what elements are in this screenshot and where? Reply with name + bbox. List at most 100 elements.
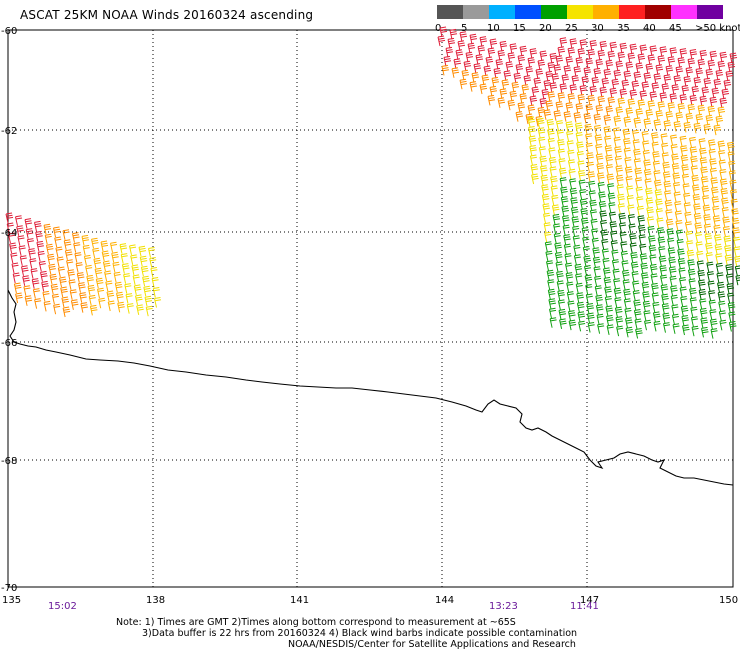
wind-barb bbox=[646, 110, 653, 120]
wind-barb bbox=[718, 141, 725, 151]
wind-barb bbox=[658, 228, 665, 238]
wind-barb bbox=[50, 274, 57, 284]
wind-barb bbox=[668, 238, 675, 248]
wind-barb bbox=[548, 289, 555, 299]
wind-barb bbox=[718, 292, 725, 302]
colorbar-label: 10 bbox=[487, 23, 500, 34]
wind-barb bbox=[506, 62, 513, 72]
wind-barb bbox=[498, 98, 505, 108]
wind-barb bbox=[530, 155, 537, 165]
wind-barb bbox=[668, 248, 675, 258]
wind-barb bbox=[546, 251, 553, 261]
wind-barb bbox=[722, 198, 729, 208]
wind-barb bbox=[722, 208, 729, 218]
wind-barb bbox=[470, 82, 477, 92]
wind-barb bbox=[585, 275, 592, 285]
wind-barb bbox=[664, 75, 671, 85]
wind-barb bbox=[592, 229, 599, 239]
wind-barb bbox=[630, 44, 637, 54]
wind-barb bbox=[568, 150, 575, 160]
wind-barb bbox=[690, 95, 697, 105]
wind-barb bbox=[568, 160, 575, 170]
wind-barb bbox=[600, 41, 607, 51]
wind-barb bbox=[680, 287, 687, 297]
wind-barb bbox=[551, 176, 558, 186]
wind-barb bbox=[37, 241, 44, 251]
wind-barb bbox=[712, 187, 719, 197]
wind-barb bbox=[605, 136, 612, 146]
wind-barb bbox=[635, 168, 642, 178]
wind-barb bbox=[725, 246, 732, 256]
wind-barb bbox=[564, 66, 571, 76]
wind-barb bbox=[71, 300, 78, 310]
wind-barb bbox=[664, 121, 671, 131]
wind-barb bbox=[83, 245, 90, 255]
wind-barb bbox=[718, 107, 725, 117]
wind-barb bbox=[577, 142, 584, 152]
wind-barb bbox=[669, 267, 676, 277]
wind-barb bbox=[710, 51, 717, 61]
wind-barb bbox=[642, 273, 649, 283]
wind-barb bbox=[555, 243, 562, 253]
wind-barb bbox=[627, 186, 634, 196]
wind-barb bbox=[626, 108, 633, 118]
wind-barb bbox=[587, 153, 594, 163]
wind-barb bbox=[566, 273, 573, 283]
wind-barb bbox=[618, 194, 625, 204]
wind-barb bbox=[27, 239, 34, 249]
wind-barb bbox=[553, 214, 560, 224]
plot-frame bbox=[8, 30, 733, 587]
wind-barb bbox=[43, 291, 50, 301]
wind-barb bbox=[643, 150, 650, 160]
colorbar-swatch bbox=[645, 5, 671, 19]
wind-barb bbox=[58, 267, 65, 277]
wind-barb bbox=[438, 36, 445, 46]
wind-barb bbox=[700, 96, 707, 106]
colorbar-swatch bbox=[567, 5, 593, 19]
wind-barb bbox=[652, 142, 659, 152]
wind-barb bbox=[733, 228, 740, 238]
wind-barb bbox=[698, 59, 705, 69]
wind-barb bbox=[478, 46, 485, 56]
wind-barb bbox=[654, 74, 661, 84]
wind-barb bbox=[650, 264, 657, 274]
wind-barb bbox=[656, 199, 663, 209]
wind-barb bbox=[144, 286, 151, 296]
wind-barb bbox=[24, 286, 31, 296]
wind-barb bbox=[723, 217, 730, 227]
wind-barb bbox=[671, 145, 678, 155]
wind-barb bbox=[649, 245, 656, 255]
wind-barb bbox=[704, 215, 711, 225]
wind-barb bbox=[615, 147, 622, 157]
wind-barb bbox=[87, 275, 94, 285]
wind-barb bbox=[618, 52, 625, 62]
wind-barb bbox=[120, 244, 127, 254]
wind-barb bbox=[547, 270, 554, 280]
wind-barb bbox=[582, 228, 589, 238]
wind-barb bbox=[634, 118, 641, 128]
wind-barb bbox=[568, 48, 575, 58]
wind-barb bbox=[620, 223, 627, 233]
wind-barb bbox=[588, 50, 595, 60]
wind-barb bbox=[63, 307, 70, 317]
wind-barb bbox=[653, 312, 660, 322]
wind-barb bbox=[516, 112, 523, 122]
wind-barb bbox=[103, 261, 110, 271]
wind-barb bbox=[25, 296, 32, 306]
wind-barb bbox=[153, 288, 160, 298]
wind-barb bbox=[602, 239, 609, 249]
wind-barb bbox=[89, 295, 96, 305]
wind-barb bbox=[63, 230, 70, 240]
wind-barb bbox=[90, 305, 97, 315]
wind-barb bbox=[576, 123, 583, 133]
wind-barb bbox=[686, 113, 693, 123]
wind-barb bbox=[646, 198, 653, 208]
wind-barb bbox=[666, 219, 673, 229]
latitude-label: -60 bbox=[1, 26, 17, 37]
wind-barb bbox=[700, 308, 707, 318]
wind-barb bbox=[650, 255, 657, 265]
wind-barb bbox=[686, 231, 693, 241]
wind-barb bbox=[719, 160, 726, 170]
wind-barb bbox=[590, 86, 597, 96]
